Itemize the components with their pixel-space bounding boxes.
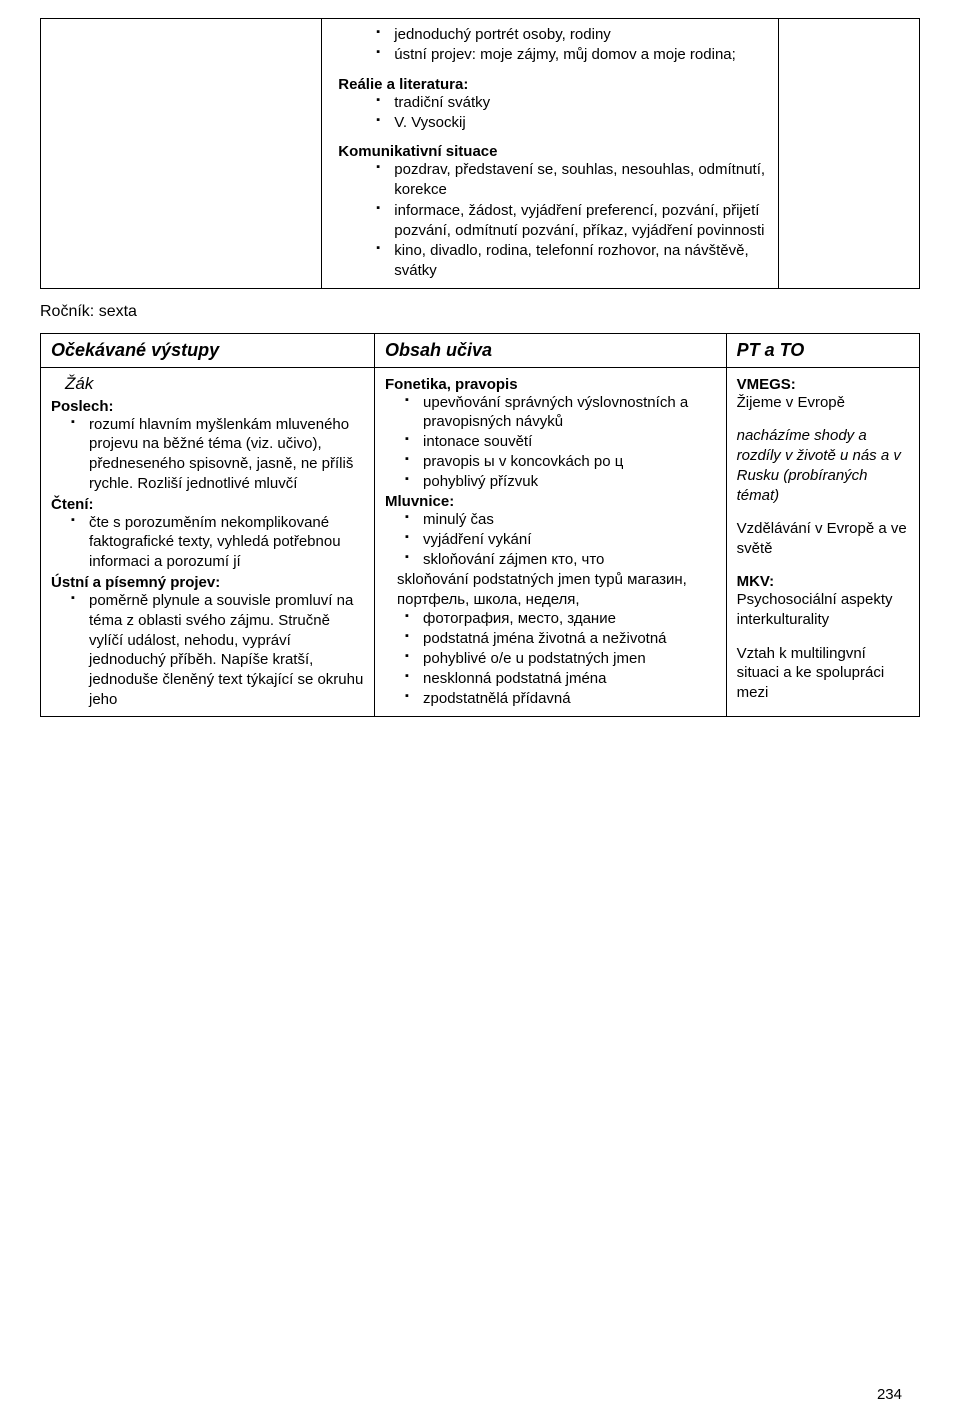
fonetika-title: Fonetika, pravopis (385, 376, 716, 393)
list-item: kino, divadlo, rodina, telefonní rozhovo… (376, 241, 768, 282)
table-row: Žák Poslech: rozumí hlavním myšlenkám ml… (41, 367, 920, 716)
list-item: V. Vysockij (376, 113, 768, 133)
cell-col3: VMEGS: Žijeme v Evropě nacházíme shody a… (726, 367, 919, 716)
list-item: upevňování správných výslovnostních a pr… (405, 393, 716, 433)
vmegs-sub: Žijeme v Evropě (737, 393, 909, 413)
page-number: 234 (877, 1386, 902, 1403)
list-item: pravopis ы v koncovkách po ц (405, 452, 716, 472)
cell-col2: Fonetika, pravopis upevňování správných … (375, 367, 727, 716)
cteni-list: čte s porozuměním nekomplikované faktogr… (51, 513, 364, 572)
top-section2-list: tradiční svátky V. Vysockij (376, 93, 768, 134)
list-item: zpodstatnělá přídavná (405, 689, 716, 709)
list-item: informace, žádost, vyjádření preferencí,… (376, 201, 768, 242)
list-item: skloňování podstatných jmen typů магазин… (397, 570, 716, 610)
list-item: фотография, место, здание (405, 609, 716, 629)
top-cell-mid: jednoduchý portrét osoby, rodiny ústní p… (322, 19, 779, 289)
header-col1: Očekávané výstupy (41, 333, 375, 367)
ustni-title: Ústní a písemný projev: (51, 574, 364, 591)
top-section3-list: pozdrav, představení se, souhlas, nesouh… (376, 160, 768, 282)
rocnik-label: Ročník: sexta (40, 303, 920, 321)
mkv-title: MKV: (737, 573, 909, 590)
list-item: tradiční svátky (376, 93, 768, 113)
table-header-row: Očekávané výstupy Obsah učiva PT a TO (41, 333, 920, 367)
vmegs-title: VMEGS: (737, 376, 909, 393)
zak-label: Žák (65, 374, 364, 394)
list-item: pohyblivý přízvuk (405, 472, 716, 492)
top-cell-right (779, 19, 920, 289)
cell-col1: Žák Poslech: rozumí hlavním myšlenkám ml… (41, 367, 375, 716)
poslech-list: rozumí hlavním myšlenkám mluveného proje… (51, 415, 364, 494)
mluvnice-list: minulý čas vyjádření vykání skloňování z… (385, 510, 716, 708)
list-item: rozumí hlavním myšlenkám mluveného proje… (71, 415, 364, 494)
list-item: intonace souvětí (405, 432, 716, 452)
komunikativni-title: Komunikativní situace (338, 143, 768, 160)
list-item: ústní projev: moje zájmy, můj domov a mo… (376, 45, 768, 65)
list-item: podstatná jména životná a neživotná (405, 629, 716, 649)
top-table: jednoduchý portrét osoby, rodiny ústní p… (40, 18, 920, 289)
fonetika-list: upevňování správných výslovnostních a pr… (385, 393, 716, 492)
list-item: vyjádření vykání (405, 530, 716, 550)
top-cell-left (41, 19, 322, 289)
list-item: jednoduchý portrét osoby, rodiny (376, 25, 768, 45)
vzdelavani: Vzdělávání v Evropě a ve světě (737, 519, 909, 559)
vztah-text: Vztah k multilingvní situaci a ke spolup… (737, 644, 909, 703)
vmegs-italic: nacházíme shody a rozdíly v životě u nás… (737, 426, 909, 505)
list-item: minulý čas (405, 510, 716, 530)
list-item: skloňování zájmen кто, что (405, 550, 716, 570)
mkv-text: Psychosociální aspekty interkulturality (737, 590, 909, 630)
list-item: pozdrav, představení se, souhlas, nesouh… (376, 160, 768, 201)
mluvnice-title: Mluvnice: (385, 493, 716, 510)
list-item: pohyblivé o/e u podstatných jmen (405, 649, 716, 669)
cteni-title: Čtení: (51, 496, 364, 513)
list-item: poměrně plynule a souvisle promluví na t… (71, 591, 364, 710)
top-section1-list: jednoduchý portrét osoby, rodiny ústní p… (376, 25, 768, 66)
header-col2: Obsah učiva (375, 333, 727, 367)
list-item: nesklonná podstatná jména (405, 669, 716, 689)
realie-title: Reálie a literatura: (338, 76, 768, 93)
list-item: čte s porozuměním nekomplikované faktogr… (71, 513, 364, 572)
header-col3: PT a TO (726, 333, 919, 367)
ustni-list: poměrně plynule a souvisle promluví na t… (51, 591, 364, 710)
main-table: Očekávané výstupy Obsah učiva PT a TO Žá… (40, 333, 920, 717)
poslech-title: Poslech: (51, 398, 364, 415)
